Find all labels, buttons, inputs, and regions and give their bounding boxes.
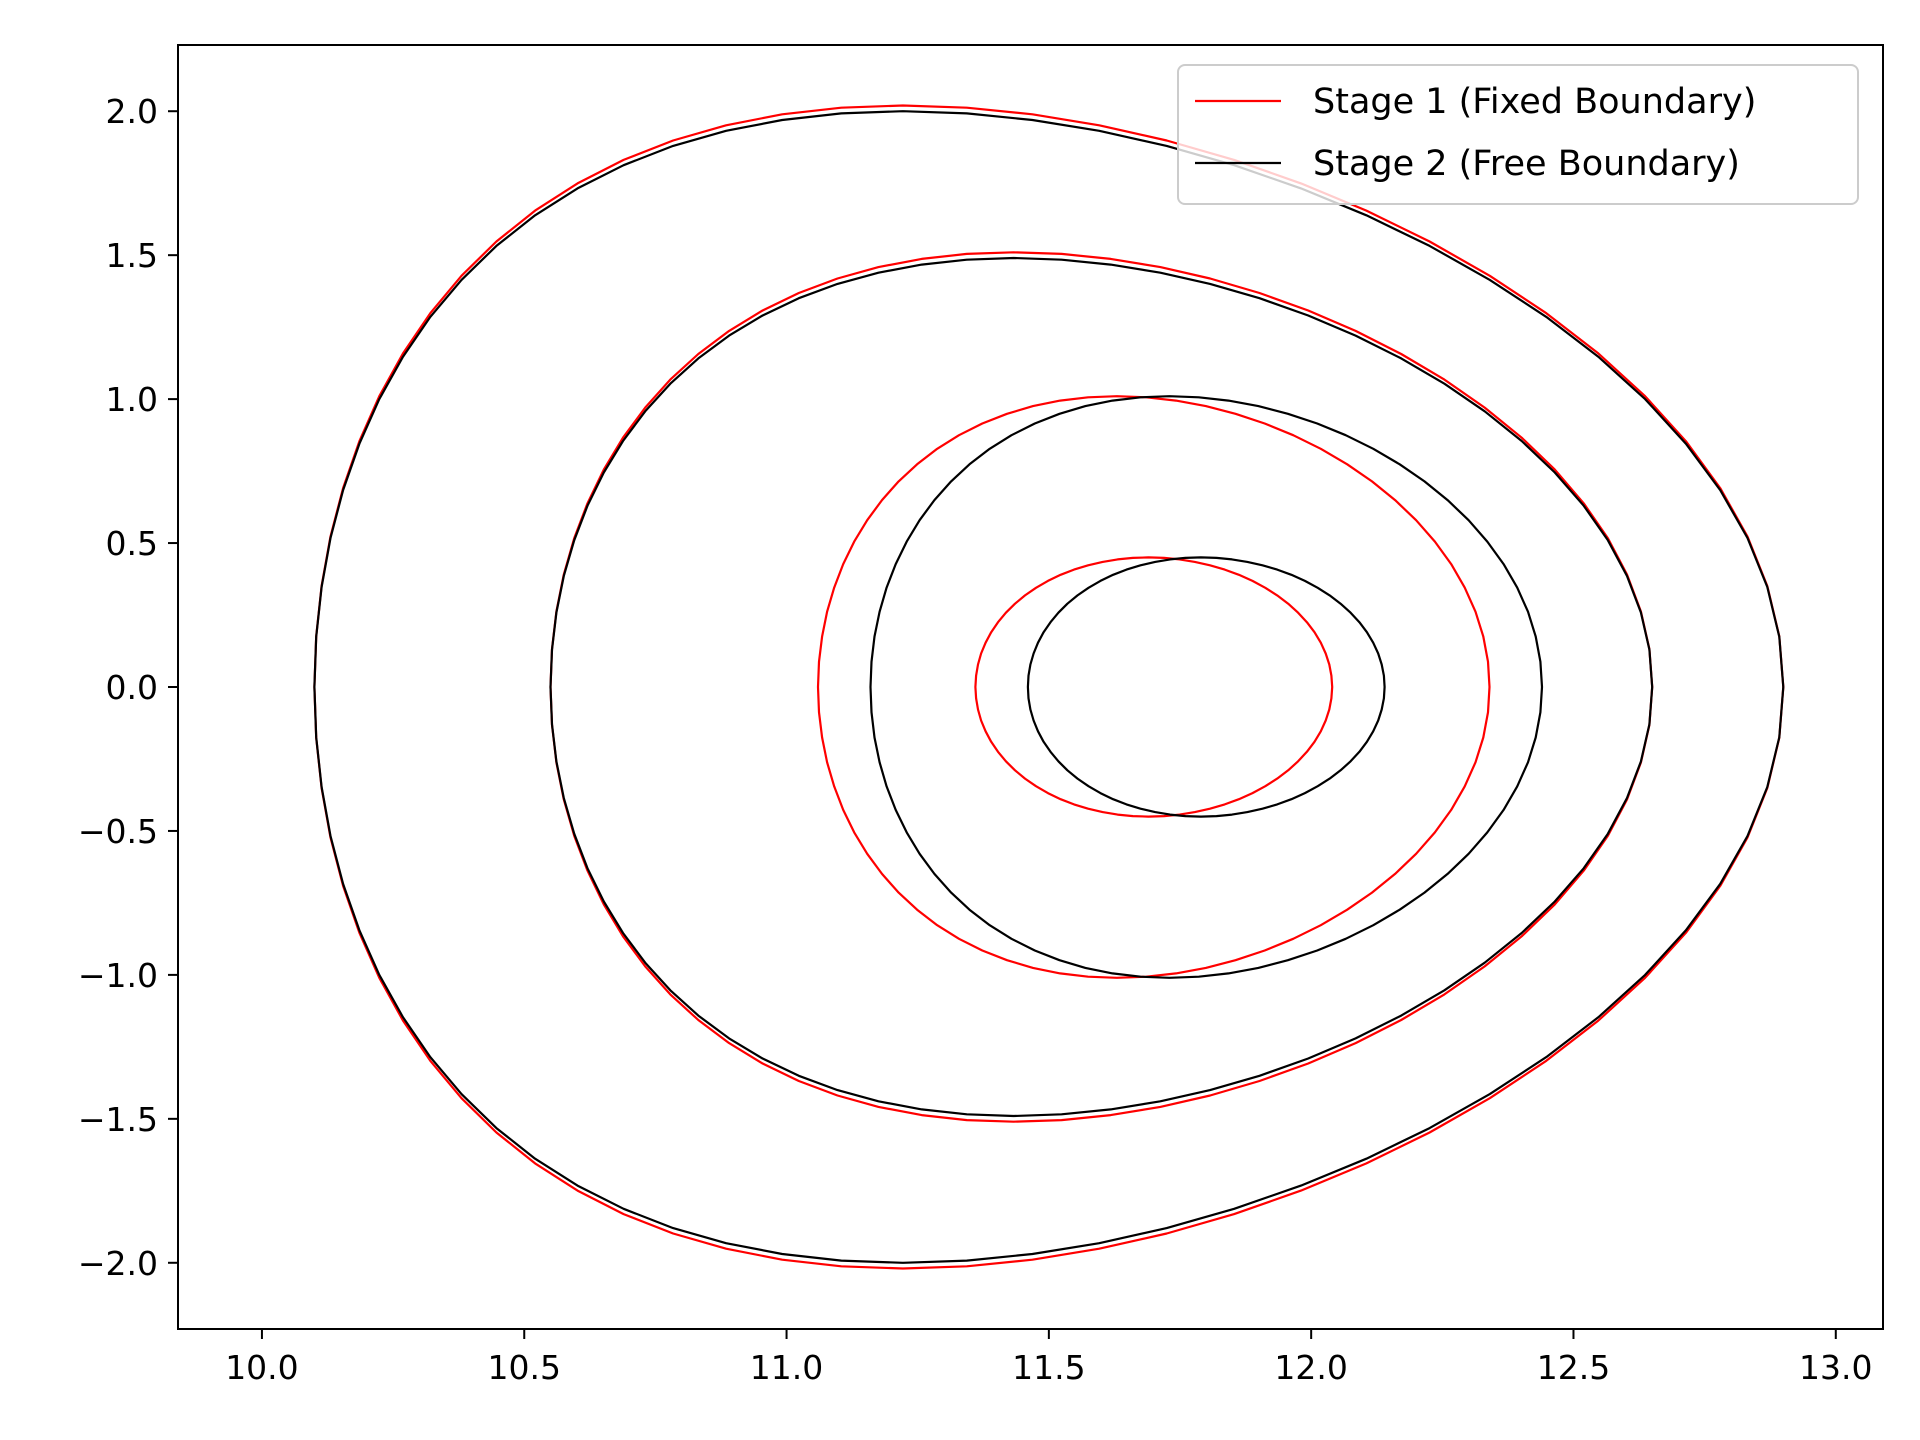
legend-label-stage-2: Stage 2 (Free Boundary) xyxy=(1313,144,1740,184)
x-tick-label: 10.5 xyxy=(488,1348,561,1387)
y-tick-label: −2.0 xyxy=(78,1244,158,1283)
x-tick-label: 11.0 xyxy=(750,1348,823,1387)
y-tick-label: 0.0 xyxy=(106,668,158,707)
legend-box xyxy=(1177,64,1859,205)
flux-surface-stage-2-1 xyxy=(1026,556,1386,818)
x-axis: 10.0 10.5 11.0 11.5 12.0 12.5 13.0 xyxy=(225,1329,1873,1387)
y-tick-label: 1.5 xyxy=(106,236,158,275)
flux-surface-stage-1-2 xyxy=(816,395,1491,979)
y-tick-label: 0.5 xyxy=(106,524,158,563)
x-tick-label: 12.0 xyxy=(1274,1348,1347,1387)
y-tick-label: 1.0 xyxy=(106,380,158,419)
x-tick-label: 11.5 xyxy=(1012,1348,1085,1387)
y-axis: 2.0 1.5 1.0 0.5 0.0 −0.5 −1.0 −1.5 −2.0 xyxy=(78,92,178,1283)
x-tick-label: 10.0 xyxy=(225,1348,298,1387)
legend: Stage 1 (Fixed Boundary) Stage 2 (Free B… xyxy=(1177,64,1859,205)
y-tick-label: −1.0 xyxy=(78,956,158,995)
flux-surface-stage-1-1 xyxy=(974,556,1334,818)
y-tick-label: 2.0 xyxy=(106,92,158,131)
x-tick-label: 13.0 xyxy=(1799,1348,1872,1387)
x-tick-label: 12.5 xyxy=(1537,1348,1610,1387)
y-tick-label: −1.5 xyxy=(78,1100,158,1139)
y-tick-label: −0.5 xyxy=(78,812,158,851)
flux-surface-stage-2-3 xyxy=(549,256,1654,1118)
flux-surface-stage-2-2 xyxy=(869,395,1544,979)
legend-label-stage-1: Stage 1 (Fixed Boundary) xyxy=(1313,82,1756,122)
